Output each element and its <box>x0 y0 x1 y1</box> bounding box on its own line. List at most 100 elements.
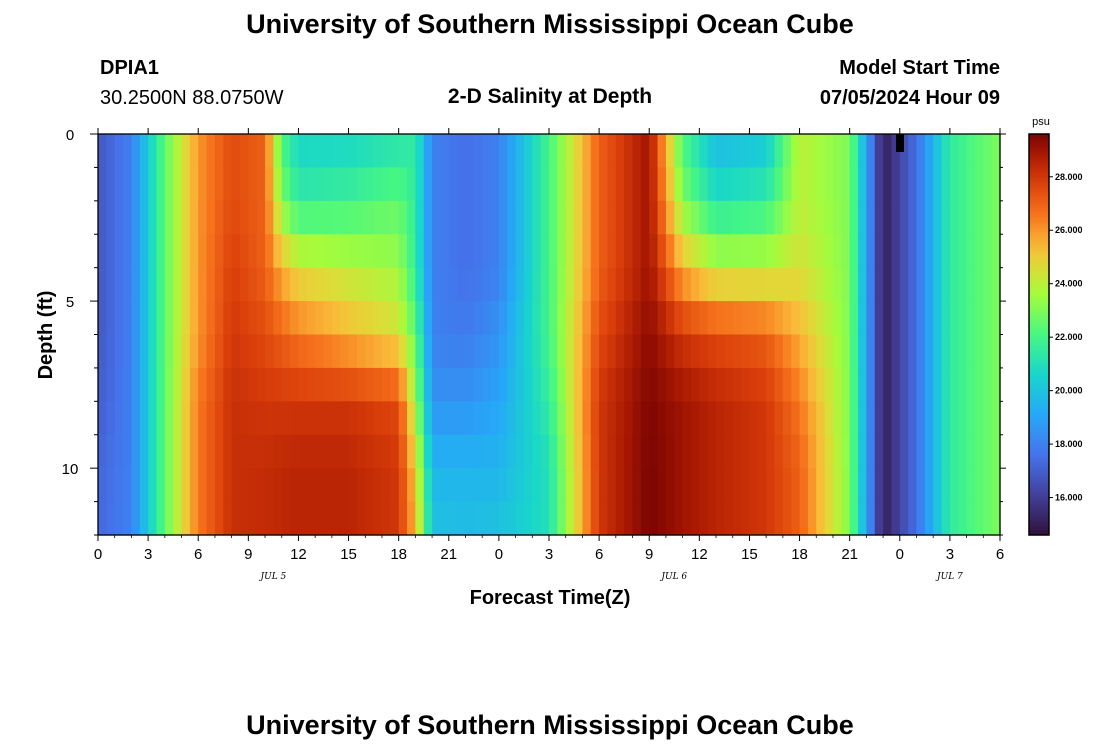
heatmap-cell <box>231 401 241 436</box>
x-tick-label: 21 <box>841 546 858 563</box>
x-tick-label: 6 <box>595 546 603 563</box>
heatmap-cell <box>924 134 934 169</box>
heatmap-cell <box>791 234 801 269</box>
heatmap-cell <box>415 468 425 503</box>
heatmap-cell <box>498 334 508 369</box>
heatmap-cell <box>549 468 558 503</box>
heatmap-cell <box>507 501 517 536</box>
heatmap-cell <box>432 401 442 436</box>
heatmap-cell <box>724 434 734 469</box>
heatmap-cell <box>615 401 625 436</box>
heatmap-cell <box>398 234 408 269</box>
heatmap-cell <box>373 200 383 235</box>
heatmap-cell <box>348 468 358 503</box>
heatmap-cell <box>173 434 183 469</box>
heatmap-cell <box>323 234 333 269</box>
heatmap-cell <box>941 468 951 503</box>
heatmap-cell <box>682 468 692 503</box>
heatmap-cell <box>624 200 634 235</box>
heatmap-cell <box>356 468 366 503</box>
heatmap-cell <box>498 468 508 503</box>
heatmap-cell <box>707 167 717 202</box>
heatmap-cell <box>98 434 107 469</box>
heatmap-cell <box>415 301 425 336</box>
heatmap-cell <box>398 334 408 369</box>
heatmap-cell <box>223 434 233 469</box>
heatmap-cell <box>198 334 208 369</box>
heatmap-cell <box>858 401 867 436</box>
heatmap-cell <box>674 267 684 302</box>
heatmap-cell <box>983 501 993 536</box>
heatmap-cell <box>98 468 107 503</box>
heatmap-cell <box>373 234 383 269</box>
heatmap-cell <box>457 234 467 269</box>
heatmap-cell <box>398 134 408 169</box>
heatmap-cell <box>340 134 350 169</box>
heatmap-cell <box>407 234 416 269</box>
heatmap-cell <box>114 267 124 302</box>
heatmap-cell <box>966 134 976 169</box>
heatmap-cell <box>640 167 650 202</box>
heatmap-cell <box>574 334 584 369</box>
heatmap-cell <box>574 501 584 536</box>
heatmap-cell <box>807 134 817 169</box>
heatmap-cell <box>98 200 107 235</box>
heatmap-cell <box>131 501 141 536</box>
heatmap-cell <box>189 167 199 202</box>
heatmap-cell <box>214 267 224 302</box>
x-tick-label: 3 <box>545 546 553 563</box>
heatmap-cell <box>465 301 475 336</box>
heatmap-cell <box>189 234 199 269</box>
heatmap-cell <box>599 434 609 469</box>
heatmap-cell <box>949 200 959 235</box>
heatmap-cell <box>724 167 734 202</box>
heatmap-cell <box>465 434 475 469</box>
heatmap-cell <box>156 301 166 336</box>
heatmap-cell <box>782 367 792 402</box>
heatmap-cell <box>164 468 174 503</box>
heatmap-cell <box>98 267 107 302</box>
heatmap-cell <box>365 367 375 402</box>
heatmap-cell <box>315 434 325 469</box>
heatmap-cell <box>415 234 425 269</box>
heatmap-cell <box>858 234 867 269</box>
heatmap-cell <box>690 401 700 436</box>
heatmap-cell <box>807 267 817 302</box>
heatmap-cell <box>849 401 859 436</box>
heatmap-cell <box>607 401 617 436</box>
heatmap-cell <box>983 301 993 336</box>
heatmap-cell <box>690 267 700 302</box>
heatmap-cell <box>356 367 366 402</box>
heatmap-cell <box>523 301 533 336</box>
heatmap-cell <box>248 334 258 369</box>
heatmap-cell <box>732 134 742 169</box>
plot-title: 2-D Salinity at Depth <box>447 85 653 108</box>
heatmap-cell <box>365 200 375 235</box>
heatmap-cell <box>774 200 784 235</box>
heatmap-cell <box>323 200 333 235</box>
heatmap-cell <box>323 401 333 436</box>
heatmap-cell <box>423 234 433 269</box>
heatmap-cell <box>248 501 258 536</box>
heatmap-cell <box>465 134 475 169</box>
heatmap-cell <box>816 401 826 436</box>
heatmap-cell <box>557 434 567 469</box>
heatmap-cell <box>473 167 483 202</box>
heatmap-cell <box>674 234 684 269</box>
x-tick-label: 9 <box>244 546 252 563</box>
heatmap-cell <box>465 200 475 235</box>
heatmap-cell <box>983 167 993 202</box>
heatmap-cell <box>607 134 617 169</box>
heatmap-cell <box>206 501 216 536</box>
heatmap-cell <box>874 434 884 469</box>
heatmap-cell <box>482 267 492 302</box>
heatmap-cell <box>891 134 901 169</box>
heatmap-cell <box>440 301 450 336</box>
heatmap-cell <box>164 367 174 402</box>
heatmap-cell <box>640 267 650 302</box>
heatmap-cell <box>657 468 667 503</box>
heatmap-cell <box>791 434 801 469</box>
heatmap-cell <box>440 267 450 302</box>
heatmap-cell <box>273 401 283 436</box>
heatmap-cell <box>574 267 584 302</box>
